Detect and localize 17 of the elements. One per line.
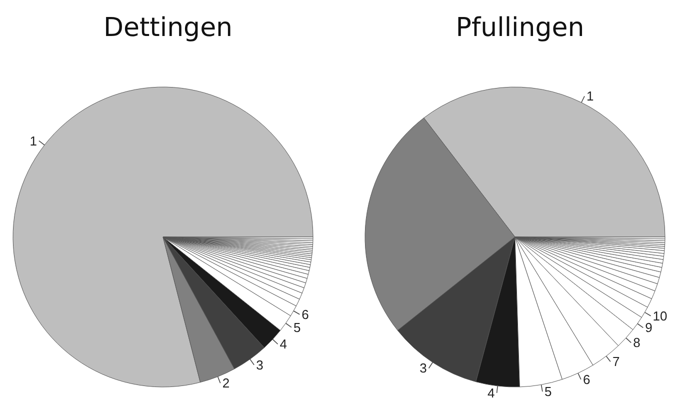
slice-label: 8 [633, 335, 640, 350]
slice-label: 10 [652, 308, 668, 324]
slice-label: 4 [488, 385, 495, 400]
slice-label: 5 [293, 320, 301, 335]
slice-label: 5 [544, 384, 552, 400]
slice-label: 1 [30, 133, 37, 148]
slice-label: 7 [612, 354, 620, 370]
slice-label: 9 [645, 320, 652, 336]
slice-label: 3 [420, 360, 427, 376]
slice-label: 6 [302, 306, 309, 322]
slice-label: 2 [222, 376, 230, 391]
slice-label: 4 [280, 336, 288, 352]
chart-title: Pfullingen [456, 13, 584, 43]
slice-label: 6 [582, 372, 590, 387]
chart-title: Dettingen [103, 13, 233, 43]
slice-label: 1 [586, 88, 594, 104]
slice-label: 3 [256, 357, 264, 372]
